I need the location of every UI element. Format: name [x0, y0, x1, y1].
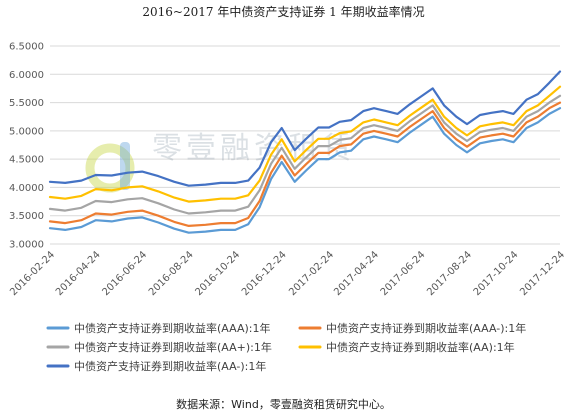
watermark-text: 零壹融资租赁: [152, 131, 356, 166]
x-tick-label: 2017-06-24: [379, 249, 428, 298]
x-tick-label: 2017-02-24: [287, 249, 336, 298]
x-axis: 2016-02-242016-04-242016-06-242016-08-24…: [8, 249, 567, 298]
legend-label: 中债资产支持证券到期收益率(AA):1年: [326, 340, 515, 354]
legend-label: 中债资产支持证券到期收益率(AAA-):1年: [326, 321, 526, 335]
x-tick-label: 2017-12-24: [518, 249, 567, 298]
x-tick-label: 2017-10-24: [472, 249, 521, 298]
legend-label: 中债资产支持证券到期收益率(AA-):1年: [74, 359, 266, 373]
legend: 中债资产支持证券到期收益率(AAA):1年 中债资产支持证券到期收益率(AAA-)…: [46, 321, 526, 373]
y-tick-label: 5.5000: [9, 98, 44, 109]
x-tick-label: 2016-12-24: [240, 249, 289, 298]
y-tick-label: 5.0000: [9, 126, 44, 137]
y-tick-label: 3.5000: [9, 211, 44, 222]
x-tick-label: 2016-08-24: [147, 249, 196, 298]
series-line-0: [48, 107, 562, 234]
legend-label: 中债资产支持证券到期收益率(AAA):1年: [74, 321, 270, 335]
lingyi-logo-icon: [85, 142, 135, 193]
x-tick-label: 2016-06-24: [100, 249, 149, 298]
y-tick-label: 4.0000: [9, 183, 44, 194]
x-tick-label: 2016-10-24: [193, 249, 242, 298]
x-tick-label: 2016-04-24: [54, 249, 103, 298]
x-tick-label: 2016-02-24: [8, 249, 57, 298]
series-line-1: [48, 101, 562, 227]
legend-label: 中债资产支持证券到期收益率(AA+):1年: [74, 340, 272, 354]
plot-area: [48, 70, 562, 234]
y-tick-label: 4.5000: [9, 155, 44, 166]
series-line-2: [48, 94, 562, 215]
y-tick-label: 3.0000: [9, 240, 44, 251]
x-tick-label: 2017-04-24: [332, 249, 381, 298]
y-axis: 3.0000 3.5000 4.0000 4.5000 5.0000 5.5000 6.00…: [9, 42, 44, 251]
y-tick-label: 6.5000: [9, 42, 44, 53]
x-tick-label: 2017-08-24: [425, 249, 474, 298]
source-note: 数据来源：Wind，零壹融资租赁研究中心。: [176, 397, 391, 411]
chart-title: 2016~2017 年中债资产支持证券 1 年期收益率情况: [142, 4, 424, 19]
series-line-3: [48, 85, 562, 203]
y-tick-label: 6.0000: [9, 70, 44, 81]
series-line-4: [48, 70, 562, 187]
